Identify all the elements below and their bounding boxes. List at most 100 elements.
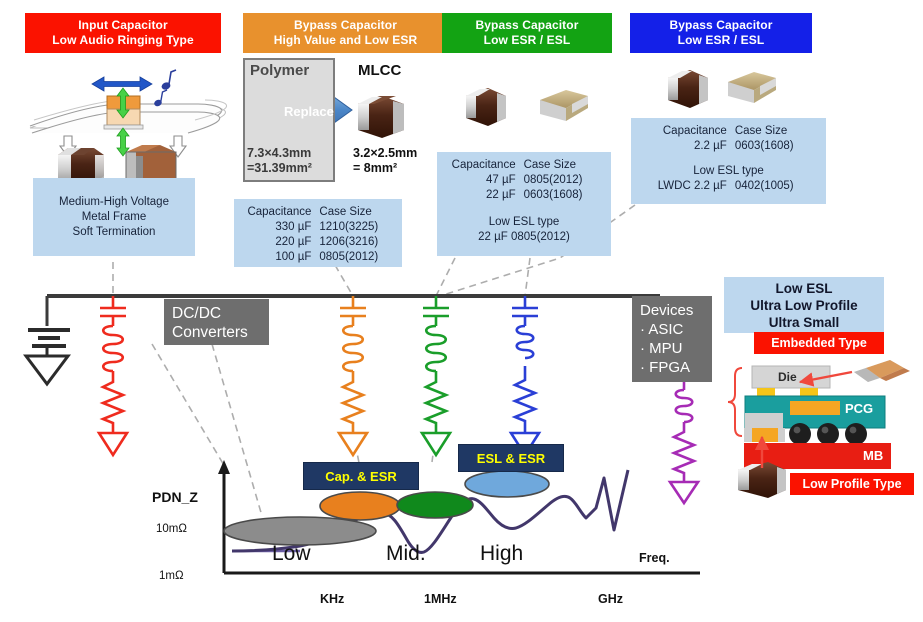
input-capacitor-features: Medium-High Voltage Metal Frame Soft Ter… bbox=[33, 178, 195, 256]
header-bypass-low-esr-blue[interactable]: Bypass Capacitor Low ESR / ESL bbox=[630, 13, 812, 53]
spec-blue-case-0: 0603(1608) bbox=[734, 140, 794, 152]
mlcc-chip-photo bbox=[358, 96, 404, 138]
pdn-impedance-curve bbox=[231, 469, 630, 554]
header-bypass-blue-line1: Bypass Capacitor bbox=[669, 18, 773, 32]
dcdc-line1: DC/DC bbox=[172, 305, 222, 322]
chart-band-mid: Mid. bbox=[386, 542, 426, 565]
embedded-type-label: Embedded Type bbox=[771, 336, 867, 350]
spec-table-polymer: Capacitance Case Size 330 µF 1210(3225) … bbox=[234, 199, 402, 267]
spec-polymer-case-2: 0805(2012) bbox=[319, 251, 379, 263]
mlcc-title: MLCC bbox=[358, 62, 402, 79]
header-bypass-green-line1: Bypass Capacitor bbox=[475, 18, 579, 32]
chart-x-axis-label: Freq. bbox=[639, 551, 670, 565]
spec-blue-low-esl-c1: LWDC 2.2 µF bbox=[657, 180, 727, 192]
spec-polymer-cap-1: 220 µF bbox=[275, 236, 312, 248]
spec-polymer-cap-0: 330 µF bbox=[275, 221, 312, 233]
callout-cap-esr[interactable]: Cap. & ESR bbox=[303, 462, 419, 490]
spec-table-blue: Capacitance Case Size 2.2 µF 0603(1608) … bbox=[631, 118, 826, 204]
spec-blue-low-esl-c2: 0402(1005) bbox=[734, 180, 794, 192]
polymer-dim-line2: =31.39mm² bbox=[247, 161, 312, 175]
mlcc-dimension: 3.2×2.5mm = 8mm² bbox=[353, 146, 417, 176]
devices-item-fpga: · FPGA bbox=[640, 359, 691, 376]
polymer-dim-line1: 7.3×4.3mm bbox=[247, 146, 312, 160]
table-row: 47 µF 0805(2012) bbox=[445, 173, 603, 188]
callout-esl-esr[interactable]: ESL & ESR bbox=[458, 444, 564, 472]
chart-xtick-ghz: GHz bbox=[598, 592, 623, 606]
feature-medium-high-voltage: Medium-High Voltage bbox=[59, 195, 169, 208]
chart-band-low: Low bbox=[272, 542, 311, 565]
devices-title: Devices bbox=[640, 302, 694, 319]
chart-y-axis-label: PDN_Z bbox=[152, 489, 198, 505]
spec-polymer-case-0: 1210(3225) bbox=[319, 221, 379, 233]
spec-green-cap-1: 22 µF bbox=[485, 189, 516, 201]
table-row: 100 µF 0805(2012) bbox=[242, 250, 394, 265]
spec-green-header-casesize: Case Size bbox=[523, 159, 577, 171]
header-bypass-green-line2: Low ESR / ESL bbox=[483, 33, 571, 47]
header-bypass-high-value[interactable]: Bypass Capacitor High Value and Low ESR bbox=[243, 13, 448, 53]
low-profile-type-badge[interactable]: Low Profile Type bbox=[790, 473, 914, 495]
rlc-branch-green bbox=[419, 296, 453, 458]
chart-xtick-khz: KHz bbox=[320, 592, 345, 606]
rlc-branch-red bbox=[96, 296, 130, 458]
dcdc-line2: Converters bbox=[172, 324, 248, 341]
devices-box[interactable]: Devices · ASIC · MPU · FPGA bbox=[632, 296, 712, 382]
spec-header-row: Capacitance Case Size bbox=[445, 158, 603, 173]
spec-header-row: Capacitance Case Size bbox=[242, 205, 394, 220]
header-bypass-blue-line2: Low ESR / ESL bbox=[677, 33, 765, 47]
spec-green-low-esl-title: Low ESL type bbox=[488, 216, 560, 228]
spec-table-green: Capacitance Case Size 47 µF 0805(2012) 2… bbox=[437, 152, 611, 256]
polymer-title: Polymer bbox=[250, 62, 310, 79]
power-rail bbox=[23, 294, 662, 387]
chart-ytick-1mohm: 1mΩ bbox=[159, 570, 184, 582]
spec-blue-low-esl-row: LWDC 2.2 µF 0402(1005) bbox=[639, 179, 818, 194]
spec-blue-header-capacitance: Capacitance bbox=[662, 125, 727, 137]
low-esl-region-ellipse bbox=[464, 470, 550, 498]
rlc-branch-orange bbox=[336, 296, 370, 458]
audio-ringing-illustration bbox=[29, 69, 227, 189]
chart-ytick-10mohm: 10mΩ bbox=[156, 523, 187, 535]
spec-header-row: Capacitance Case Size bbox=[639, 124, 818, 139]
embedded-type-badge[interactable]: Embedded Type bbox=[754, 332, 884, 354]
header-bypass-high-value-line1: Bypass Capacitor bbox=[294, 18, 397, 32]
spec-green-header-capacitance: Capacitance bbox=[451, 159, 516, 171]
spec-blue-header-casesize: Case Size bbox=[734, 125, 788, 137]
pcg-label: PCG bbox=[845, 401, 874, 416]
spec-green-case-1: 0603(1608) bbox=[523, 189, 583, 201]
die-label: Die bbox=[778, 370, 797, 384]
table-row: 330 µF 1210(3225) bbox=[242, 220, 394, 235]
package-callout-line1: Low ESL bbox=[775, 280, 833, 296]
mlcc-dim-line1: 3.2×2.5mm bbox=[353, 146, 418, 160]
header-input-capacitor-line2: Low Audio Ringing Type bbox=[52, 33, 194, 47]
feature-soft-termination: Soft Termination bbox=[72, 225, 156, 238]
spec-blue-low-esl-title: Low ESL type bbox=[693, 165, 764, 177]
feature-metal-frame: Metal Frame bbox=[81, 210, 147, 223]
polymer-region-ellipse bbox=[319, 491, 401, 521]
spec-green-cap-0: 47 µF bbox=[485, 174, 516, 186]
chip-pair-blue bbox=[668, 70, 776, 108]
embedded-chip-photo bbox=[854, 360, 910, 382]
chart-band-high: High bbox=[480, 542, 524, 565]
spec-polymer-header-casesize: Case Size bbox=[319, 206, 372, 218]
spec-polymer-cap-2: 100 µF bbox=[275, 251, 312, 263]
low-profile-chip-photo bbox=[738, 462, 786, 498]
mlcc-region-ellipse bbox=[396, 491, 474, 519]
package-callout-line3: Ultra Small bbox=[768, 314, 840, 330]
callout-cap-esr-label: Cap. & ESR bbox=[325, 468, 397, 484]
rlc-branch-blue bbox=[508, 296, 542, 458]
spec-polymer-header-capacitance: Capacitance bbox=[247, 206, 312, 218]
header-bypass-low-esr-green[interactable]: Bypass Capacitor Low ESR / ESL bbox=[442, 13, 612, 53]
header-input-capacitor-line1: Input Capacitor bbox=[78, 18, 168, 32]
polymer-dimension: 7.3×4.3mm =31.39mm² bbox=[247, 146, 312, 176]
spec-blue-cap-0: 2.2 µF bbox=[693, 140, 727, 152]
package-callout-box: Low ESL Ultra Low Profile Ultra Small bbox=[724, 277, 884, 333]
spec-green-low-esl-line: 22 µF 0805(2012) bbox=[478, 231, 570, 243]
spec-polymer-case-1: 1206(3216) bbox=[319, 236, 379, 248]
mlcc-dim-line2: = 8mm² bbox=[353, 161, 398, 175]
table-row: 2.2 µF 0603(1608) bbox=[639, 139, 818, 154]
rlc-branch-purple bbox=[667, 382, 701, 506]
header-input-capacitor[interactable]: Input Capacitor Low Audio Ringing Type bbox=[25, 13, 221, 53]
dcdc-converters-box[interactable]: DC/DC Converters bbox=[164, 299, 269, 345]
table-row: 22 µF 0603(1608) bbox=[445, 188, 603, 203]
devices-item-mpu: · MPU bbox=[640, 340, 683, 357]
